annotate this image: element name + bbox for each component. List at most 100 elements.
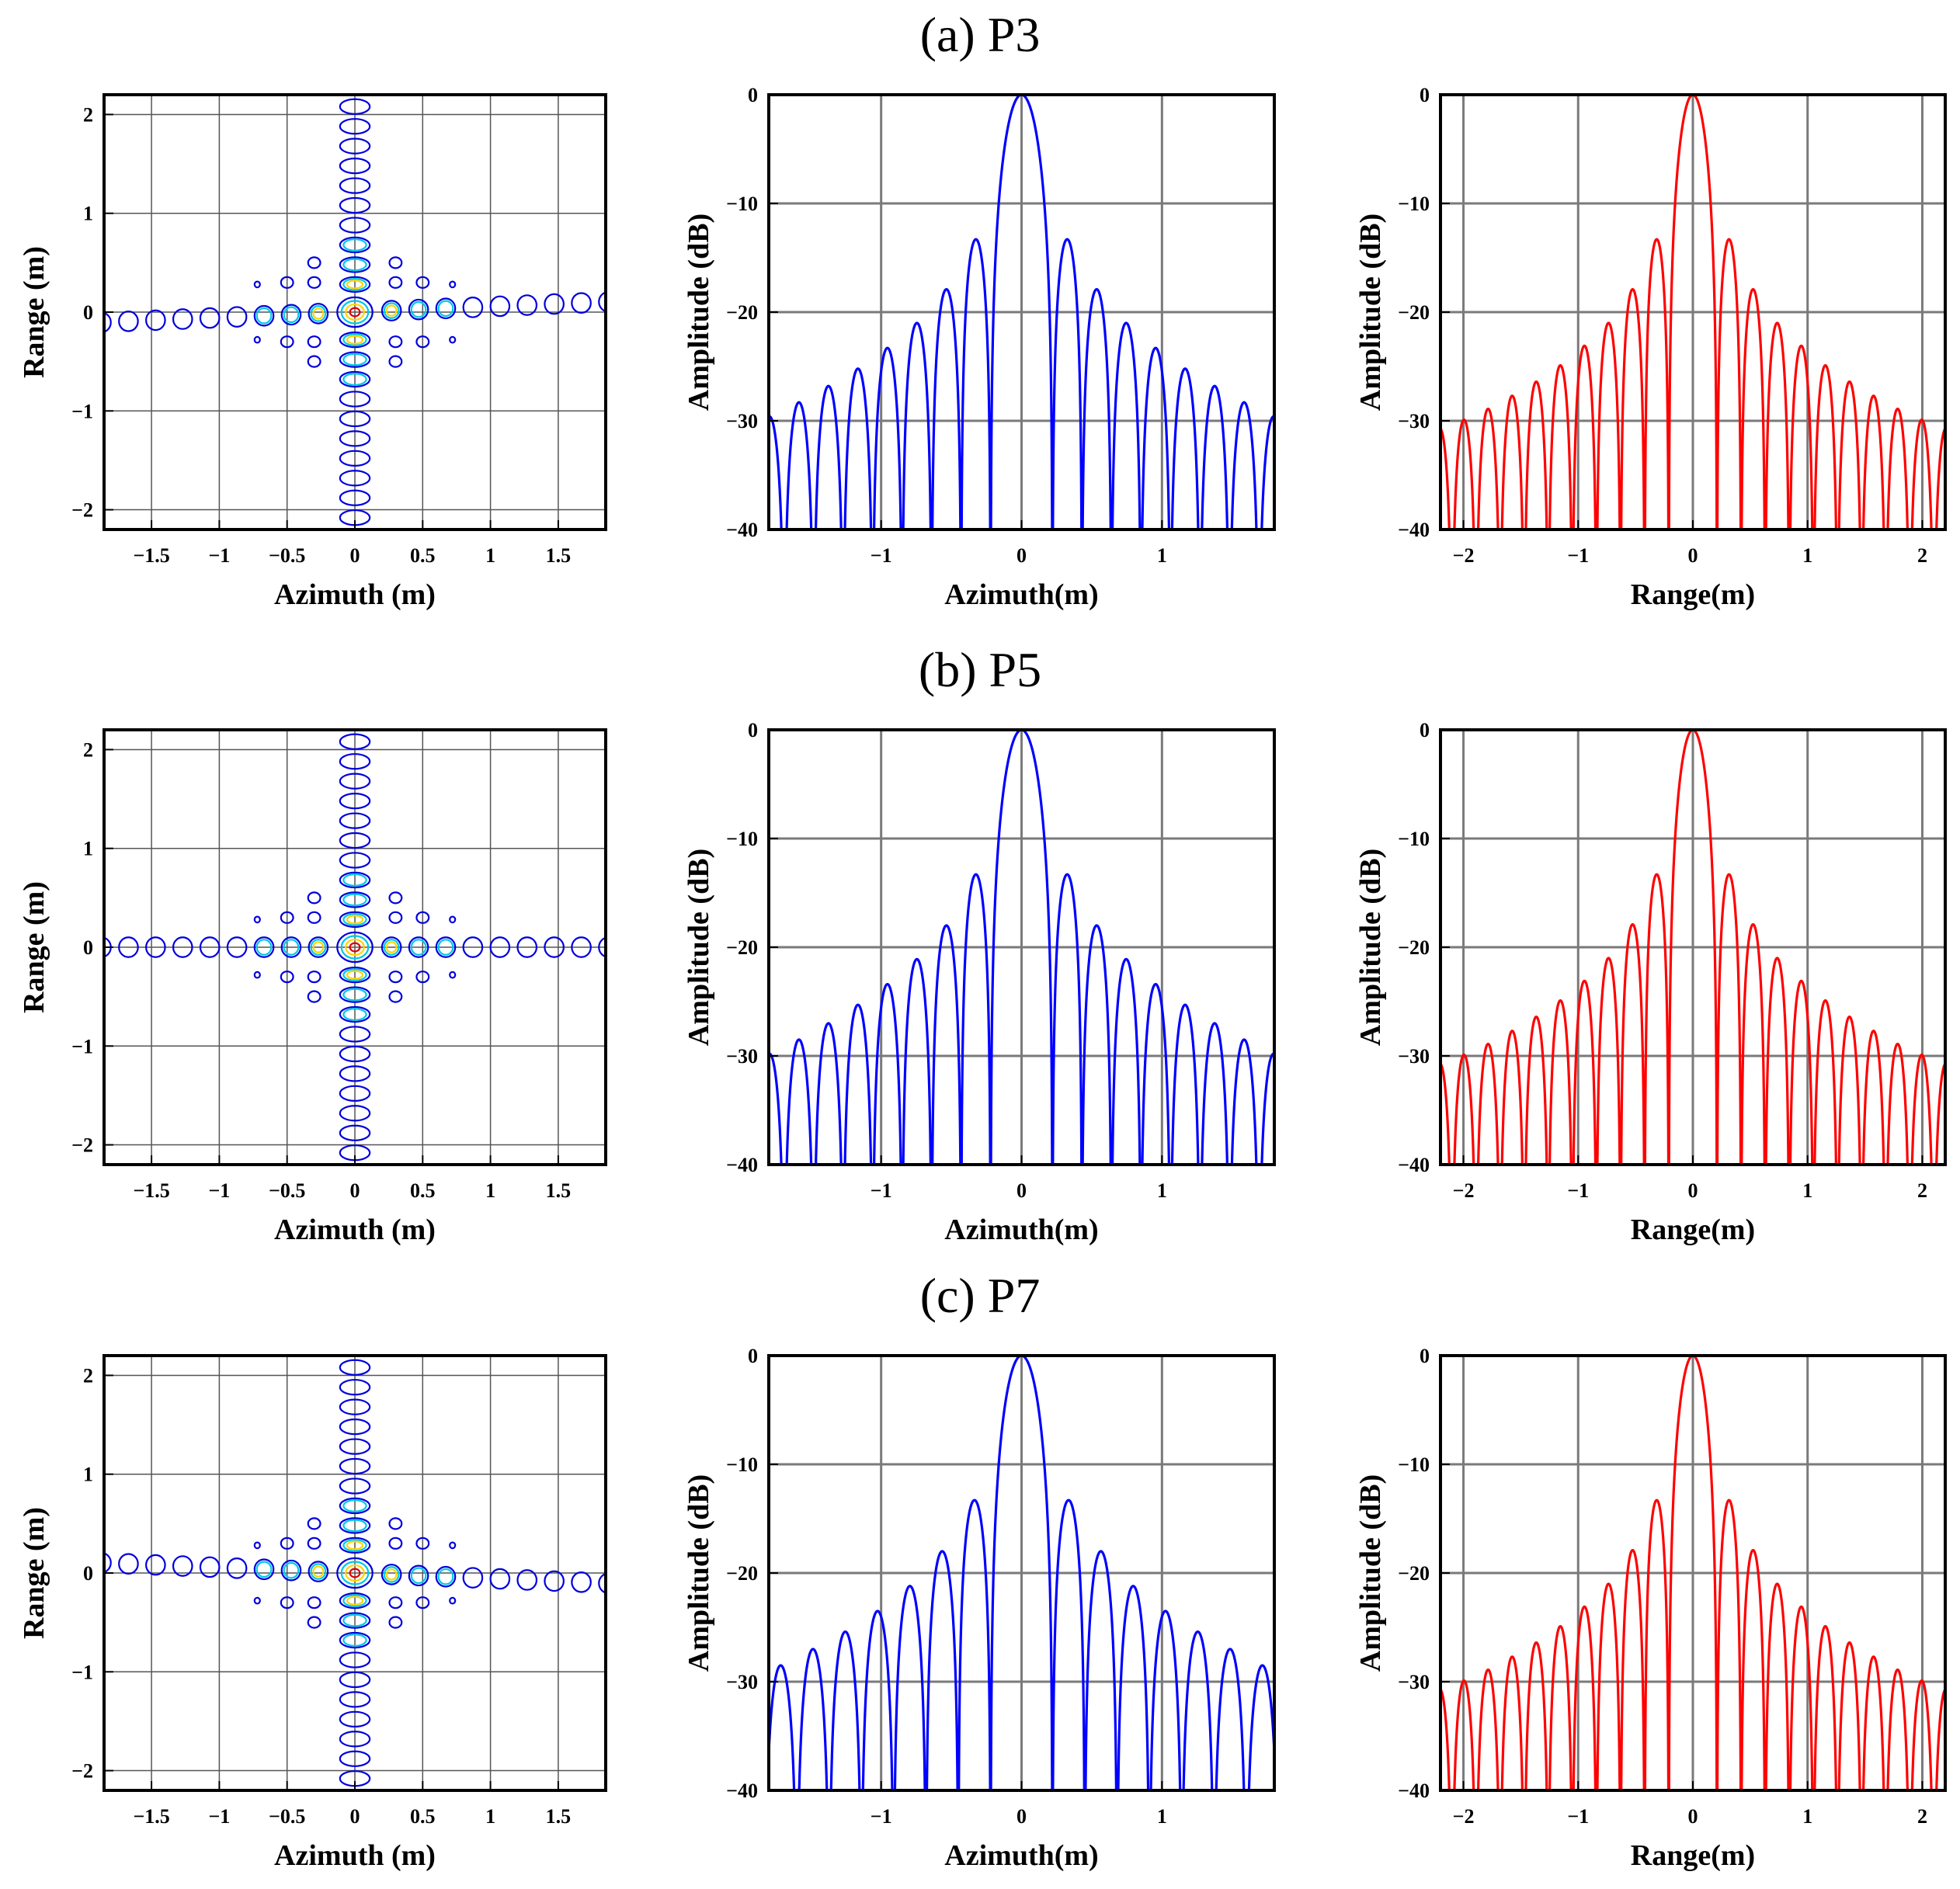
contour-cross-sidelobe	[388, 355, 403, 368]
grid	[104, 730, 606, 1165]
contour-azimuth-sidelobe	[253, 1558, 275, 1581]
contour-azimuth-sidelobe	[118, 936, 139, 958]
contour-range-sidelobe	[339, 1651, 371, 1669]
x-tick-label: 1.5	[546, 1805, 572, 1828]
y-tick-label: 1	[83, 203, 93, 225]
contour-range-sidelobe	[339, 1005, 371, 1023]
x-tick-label: −1	[208, 544, 230, 567]
contour-range-sidelobe	[339, 753, 371, 770]
contour-range-sidelobe	[340, 1340, 370, 1355]
contour-mainlobe	[349, 307, 361, 318]
x-tick-label: 1	[485, 1805, 495, 1828]
contour-azimuth-sidelobe	[437, 300, 454, 318]
y-axis-label: Range (m)	[18, 1507, 50, 1639]
contour-azimuth-sidelobe	[312, 941, 325, 953]
contour-range-sidelobe	[339, 489, 371, 506]
x-tick-label: −1	[1567, 1179, 1589, 1202]
contour-mainlobe	[349, 1568, 361, 1578]
contour-range-sidelobe	[339, 1359, 371, 1376]
x-tick-label: −0.5	[269, 1179, 305, 1202]
ticks: −1.5 −1 −0.5 0 0.5 1 1.5 −2 −1 0 1 2	[71, 1364, 571, 1828]
contour-range-sidelobe	[339, 1398, 371, 1415]
x-tick-label: −0.5	[269, 544, 305, 567]
y-axis-label: Amplitude (dB)	[683, 213, 715, 411]
contour-range-sidelobe	[339, 1631, 371, 1649]
contour-azimuth-sidelobe	[280, 936, 302, 958]
contour-azimuth-sidelobe	[308, 1561, 329, 1582]
contour-cross-sidelobe	[280, 911, 294, 924]
ticks: −2 −1 0 1 2−40−30−20−100	[1398, 719, 1927, 1202]
contour-azimuth-sidelobe	[226, 306, 248, 328]
contour-range-sidelobe	[339, 891, 371, 908]
contour-azimuth-sidelobe	[544, 293, 565, 315]
grid	[769, 93, 1274, 531]
x-axis-label: Azimuth(m)	[944, 1214, 1099, 1246]
x-tick-label: −1	[208, 1179, 230, 1202]
y-tick-label: 2	[83, 738, 93, 761]
x-tick-label: 0.5	[410, 1805, 436, 1828]
contour-cross-sidelobe	[253, 971, 261, 979]
contour-azimuth-sidelobe	[489, 936, 511, 958]
contour-range-sidelobe	[346, 1596, 364, 1606]
contour-range-sidelobe	[339, 773, 371, 790]
contour-range-sidelobe	[346, 280, 364, 290]
contour-azimuth-sidelobe	[312, 307, 325, 320]
contour-range-sidelobe	[339, 1379, 371, 1396]
contour-range-sidelobe	[339, 1105, 371, 1122]
plot-svg: −2 −1 0 1 2−40−30−20−100	[1398, 84, 1947, 567]
y-tick-label: −20	[1398, 1562, 1430, 1585]
contour-mainlobe	[336, 1557, 374, 1589]
contour-azimuth-sidelobe	[408, 298, 429, 321]
y-tick-label: −10	[1398, 1453, 1430, 1476]
contour-range-sidelobe	[339, 118, 371, 135]
contour-cross-sidelobe	[307, 1537, 321, 1550]
x-tick-label: −1	[871, 544, 892, 567]
contour-range-sidelobe	[339, 98, 371, 115]
y-tick-label: −30	[1398, 1671, 1430, 1693]
contour-cross-sidelobe	[415, 276, 430, 289]
x-tick-label: 1.5	[546, 1179, 572, 1202]
contour-azimuth-sidelobe	[489, 295, 511, 318]
contour-range-sidelobe	[339, 351, 371, 368]
grid	[1440, 728, 1945, 1166]
contour-range-sidelobe	[339, 410, 371, 428]
x-tick-label: 1	[1802, 1179, 1812, 1202]
contour-azimuth-sidelobe	[544, 936, 565, 958]
x-tick-label: 0	[1016, 1805, 1027, 1828]
y-tick-label: −20	[726, 936, 758, 959]
contour-cross-sidelobe	[280, 276, 294, 289]
y-axis-label: Range (m)	[18, 881, 50, 1013]
x-tick-label: 0	[350, 544, 360, 567]
x-tick-label: 0.5	[410, 1179, 436, 1202]
contour-cross-sidelobe	[280, 1537, 294, 1550]
x-tick-label: −1.5	[133, 1179, 169, 1202]
contour-range-sidelobe	[339, 331, 371, 349]
y-axis-label: Amplitude (dB)	[683, 848, 715, 1047]
contour-range-sidelobe	[342, 1634, 367, 1647]
contour-range-sidelobe	[339, 1592, 371, 1609]
contour-range-sidelobe	[342, 1594, 367, 1607]
contour-azimuth-sidelobe	[435, 1565, 457, 1588]
contour-cross-sidelobe	[388, 1616, 403, 1629]
contour-range-sidelobe	[339, 177, 371, 194]
y-tick-label: −40	[1398, 1154, 1430, 1176]
contour-cross-sidelobe	[253, 280, 261, 289]
contour-azimuth-sidelobe	[280, 304, 302, 326]
contour-range-sidelobe	[342, 373, 367, 386]
contour-range-sidelobe	[339, 1026, 371, 1043]
plot-svg: −2 −1 0 1 2−40−30−20−100	[1398, 719, 1947, 1202]
plot-frame	[103, 728, 607, 1166]
grid	[104, 95, 606, 530]
profile-series	[769, 1356, 1274, 1790]
contour-range-sidelobe	[342, 968, 367, 981]
contour-azimuth-sidelobe	[312, 1565, 325, 1578]
azimuth-profile-panel: −1 0 1 −40 −30 −20 −10 0 Azimuth(m) Amplitude (dB…	[683, 719, 1276, 1246]
y-tick-label: 1	[83, 1464, 93, 1486]
contour-range-sidelobe	[342, 352, 367, 366]
contour-azimuth-sidelobe	[435, 297, 457, 320]
contour-range-sidelobe	[342, 278, 367, 291]
x-tick-label: −1	[208, 1805, 230, 1828]
x-tick-label: −2	[1453, 1179, 1475, 1202]
azimuth-profile-panel: −1 0 1 −40 −30 −20 −10 0 Azimuth(m) Amplitude (dB…	[683, 1345, 1276, 1872]
